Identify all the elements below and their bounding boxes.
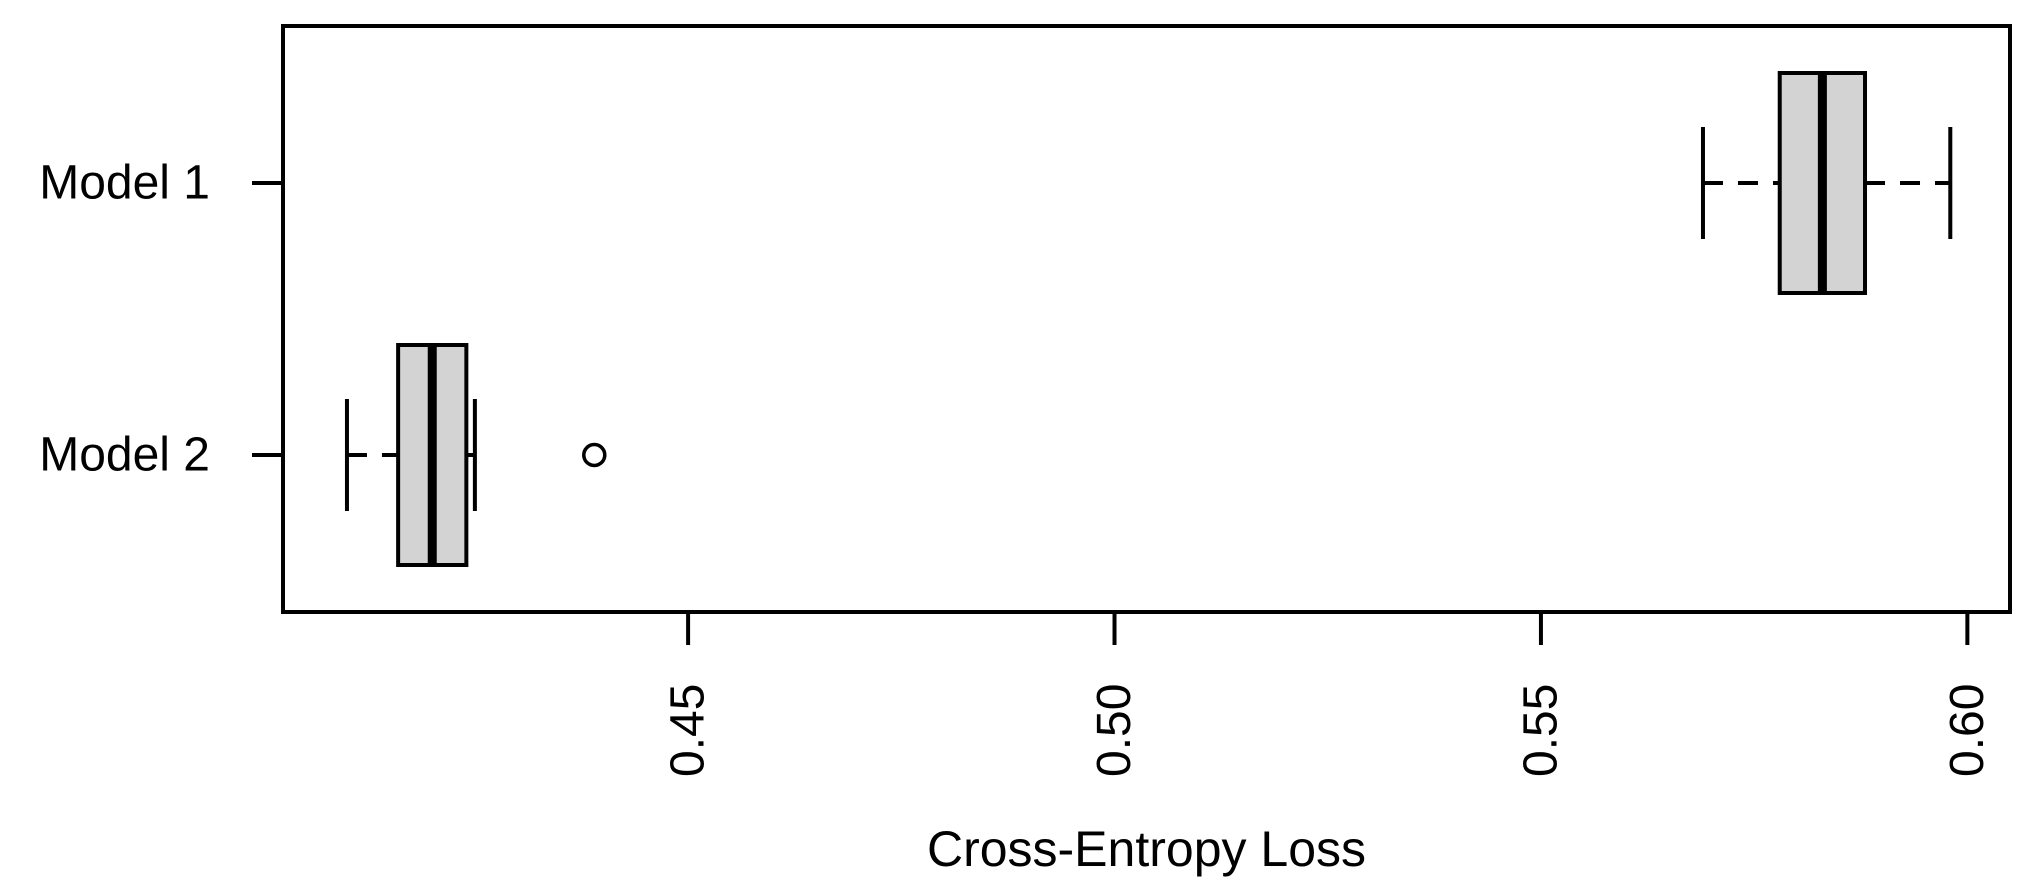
x-axis-title: Cross-Entropy Loss	[927, 821, 1366, 877]
x-axis-tick-label: 0.55	[1514, 684, 1567, 777]
category-label-model-1: Model 1	[39, 157, 210, 210]
x-axis-tick-label: 0.45	[662, 684, 715, 777]
plot-border	[281, 24, 2012, 614]
outlier-point-model-2	[582, 442, 607, 468]
category-label-model-2: Model 2	[39, 429, 210, 482]
x-axis-tick-label: 0.50	[1088, 684, 1141, 777]
x-axis-tick-label: 0.60	[1941, 684, 1994, 777]
